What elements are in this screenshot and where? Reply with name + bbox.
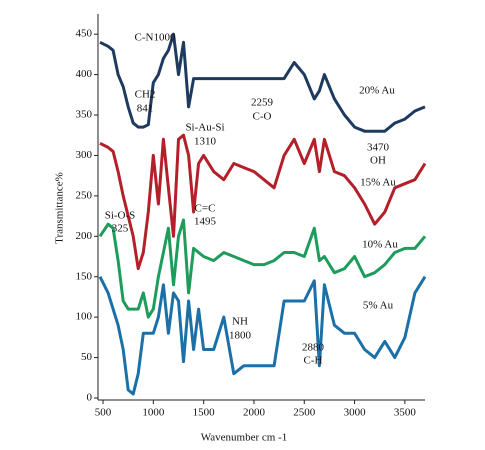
- y-tick-label: 450: [76, 28, 93, 40]
- y-axis-label: Transmittance%: [54, 172, 66, 244]
- annotation: NH: [232, 316, 248, 328]
- annotation: CH2: [135, 89, 156, 101]
- legend-label: 5% Au: [363, 300, 394, 312]
- y-tick-label: 300: [76, 149, 93, 161]
- y-tick-label: 200: [76, 230, 93, 242]
- x-tick-label: 3500: [394, 407, 417, 419]
- annotation: Si-Au-Si: [185, 122, 224, 134]
- series-line: [99, 32, 426, 133]
- annotation: 2259: [251, 97, 274, 109]
- annotation: 1310: [194, 136, 217, 148]
- x-tick-label: 3000: [344, 407, 367, 419]
- annotation: Si-O-S: [105, 210, 136, 222]
- series-line: [98, 275, 427, 396]
- y-tick-label: 250: [76, 189, 93, 201]
- x-tick-label: 2000: [243, 407, 266, 419]
- annotation: 1495: [194, 216, 217, 228]
- annotation: C-N1000: [135, 32, 176, 44]
- y-tick-label: 0: [87, 392, 93, 404]
- x-axis-label: Wavenumber cm -1: [201, 432, 287, 444]
- annotation: OH: [370, 155, 386, 167]
- annotation: 325: [112, 223, 129, 235]
- annotation: 841: [137, 103, 154, 115]
- y-tick-label: 150: [76, 270, 93, 282]
- annotation: C-H: [304, 355, 323, 367]
- x-tick-label: 1000: [142, 407, 165, 419]
- x-tick-label: 500: [95, 407, 112, 419]
- legend-label: 15% Au: [360, 177, 396, 189]
- series-line: [99, 133, 427, 271]
- x-tick-label: 2500: [293, 407, 316, 419]
- annotation: C=C: [195, 203, 216, 215]
- y-tick-label: 400: [76, 68, 93, 80]
- annotation: 2880: [302, 342, 325, 354]
- legend-label: 20% Au: [359, 85, 395, 97]
- series-line: [98, 218, 427, 319]
- annotation: 3470: [367, 142, 390, 154]
- annotation: 1800: [229, 330, 252, 342]
- y-tick-label: 100: [76, 311, 93, 323]
- y-tick-label: 350: [76, 109, 93, 121]
- x-tick-label: 1500: [193, 407, 216, 419]
- annotation: C-O: [253, 111, 272, 123]
- legend-label: 10% Au: [362, 239, 398, 251]
- y-tick-label: 50: [81, 351, 93, 363]
